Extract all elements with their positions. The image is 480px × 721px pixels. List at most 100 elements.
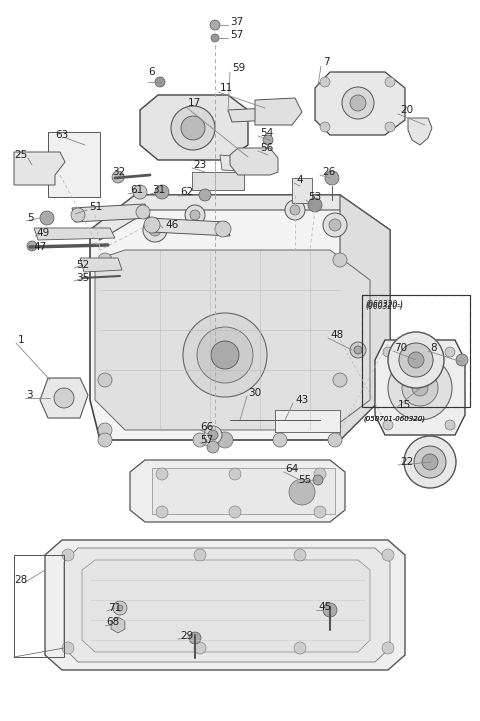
Text: 64: 64 <box>285 464 298 474</box>
Circle shape <box>388 332 444 388</box>
Polygon shape <box>408 118 432 145</box>
Text: 70: 70 <box>394 343 407 353</box>
Circle shape <box>194 642 206 654</box>
Circle shape <box>382 549 394 561</box>
Text: 5: 5 <box>27 213 34 223</box>
Circle shape <box>27 241 37 251</box>
Text: 35: 35 <box>76 273 89 283</box>
Circle shape <box>456 354 468 366</box>
Circle shape <box>412 380 428 396</box>
Circle shape <box>294 549 306 561</box>
Circle shape <box>314 468 326 480</box>
Circle shape <box>422 454 438 470</box>
Circle shape <box>350 342 366 358</box>
Text: 17: 17 <box>188 98 201 108</box>
Circle shape <box>193 433 207 447</box>
Circle shape <box>112 171 124 183</box>
Text: 47: 47 <box>33 242 46 252</box>
Circle shape <box>62 642 74 654</box>
Polygon shape <box>80 258 122 272</box>
Polygon shape <box>228 108 272 122</box>
Polygon shape <box>72 204 150 222</box>
Text: 6: 6 <box>148 67 155 77</box>
Polygon shape <box>315 72 405 135</box>
Text: 32: 32 <box>112 167 125 177</box>
Polygon shape <box>255 98 302 125</box>
Circle shape <box>354 346 362 354</box>
Circle shape <box>385 122 395 132</box>
Circle shape <box>229 468 241 480</box>
Text: (060320-): (060320-) <box>365 302 403 311</box>
Circle shape <box>263 135 273 145</box>
Circle shape <box>329 219 341 231</box>
Circle shape <box>199 189 211 201</box>
Text: 31: 31 <box>152 185 165 195</box>
Circle shape <box>408 352 424 368</box>
Circle shape <box>414 446 446 478</box>
Circle shape <box>445 347 455 357</box>
Circle shape <box>98 423 112 437</box>
Circle shape <box>314 506 326 518</box>
Circle shape <box>143 218 167 242</box>
Text: 30: 30 <box>248 388 261 398</box>
Polygon shape <box>40 378 88 418</box>
Circle shape <box>289 479 315 505</box>
Polygon shape <box>82 560 370 652</box>
Text: 45: 45 <box>318 602 331 612</box>
Polygon shape <box>130 460 345 522</box>
Circle shape <box>156 468 168 480</box>
Bar <box>362 295 470 407</box>
Circle shape <box>294 642 306 654</box>
Circle shape <box>350 95 366 111</box>
Circle shape <box>71 208 85 222</box>
Polygon shape <box>340 195 390 440</box>
Bar <box>14 555 64 657</box>
Circle shape <box>54 388 74 408</box>
Circle shape <box>399 343 433 377</box>
Polygon shape <box>220 155 258 172</box>
Polygon shape <box>34 228 115 240</box>
Circle shape <box>40 211 54 225</box>
Circle shape <box>144 217 160 233</box>
Text: 62: 62 <box>180 187 193 197</box>
Circle shape <box>197 327 253 383</box>
Bar <box>275 410 340 432</box>
Polygon shape <box>45 540 405 670</box>
Text: 52: 52 <box>76 260 89 270</box>
Circle shape <box>117 605 123 611</box>
Circle shape <box>181 116 205 140</box>
Circle shape <box>308 198 322 212</box>
Text: 66: 66 <box>200 422 213 432</box>
Circle shape <box>133 185 147 199</box>
Circle shape <box>383 420 393 430</box>
Circle shape <box>98 253 112 267</box>
Polygon shape <box>90 195 390 440</box>
Circle shape <box>290 205 300 215</box>
Bar <box>152 468 335 514</box>
Text: (050701-060320): (050701-060320) <box>363 415 425 422</box>
Circle shape <box>156 506 168 518</box>
Circle shape <box>323 603 337 617</box>
Text: 37: 37 <box>230 17 243 27</box>
Text: 4: 4 <box>296 175 302 185</box>
Circle shape <box>388 356 452 420</box>
Circle shape <box>149 224 161 236</box>
Text: 54: 54 <box>260 128 273 138</box>
Bar <box>292 178 312 203</box>
Polygon shape <box>148 218 230 236</box>
Circle shape <box>333 253 347 267</box>
Text: 51: 51 <box>89 202 102 212</box>
Circle shape <box>211 34 219 42</box>
Polygon shape <box>140 95 248 160</box>
Circle shape <box>207 441 219 453</box>
Circle shape <box>189 632 201 644</box>
Text: 49: 49 <box>36 228 49 238</box>
Polygon shape <box>230 148 278 175</box>
Text: 46: 46 <box>165 220 178 230</box>
Text: 28: 28 <box>14 575 27 585</box>
Circle shape <box>333 373 347 387</box>
Circle shape <box>183 313 267 397</box>
Bar <box>362 295 470 407</box>
Circle shape <box>445 420 455 430</box>
Text: 57: 57 <box>200 435 213 445</box>
